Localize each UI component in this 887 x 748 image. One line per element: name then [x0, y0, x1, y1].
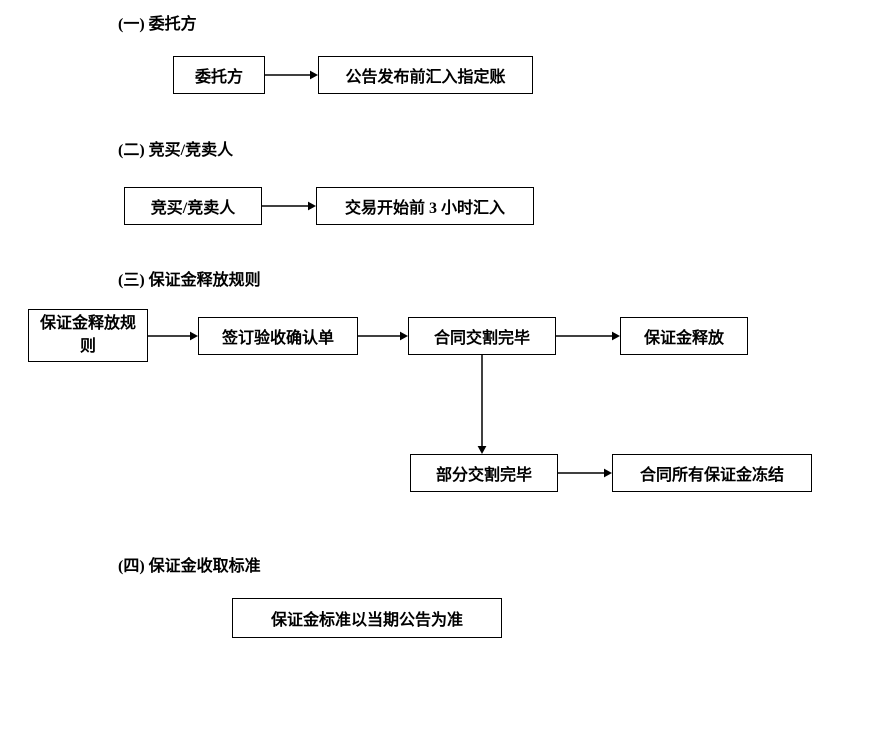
- section1-node-client: 委托方: [173, 56, 265, 94]
- section3-heading: (三) 保证金释放规则: [118, 266, 261, 290]
- section3-node-freeze: 合同所有保证金冻结: [612, 454, 812, 492]
- section2-node-deposit-time: 交易开始前 3 小时汇入: [316, 187, 534, 225]
- section3-arrow1: [140, 328, 206, 344]
- section3-arrow5: [550, 465, 620, 481]
- section3-arrow2: [350, 328, 416, 344]
- section1-arrow1: [257, 67, 326, 83]
- section2-node-bidder: 竞买/竞卖人: [124, 187, 262, 225]
- section3-arrow4: [474, 347, 490, 462]
- section1-node-announcement: 公告发布前汇入指定账: [318, 56, 533, 94]
- section2-arrow1: [254, 198, 324, 214]
- section4-node-standard: 保证金标准以当期公告为准: [232, 598, 502, 638]
- section3-node-release: 保证金释放: [620, 317, 748, 355]
- section3-arrow3: [548, 328, 628, 344]
- section2-heading: (二) 竞买/竞卖人: [118, 136, 233, 160]
- section1-heading: (一) 委托方: [118, 10, 197, 34]
- section3-node-rules: 保证金释放规则: [28, 309, 148, 362]
- section4-heading: (四) 保证金收取标准: [118, 552, 261, 576]
- section3-node-confirm: 签订验收确认单: [198, 317, 358, 355]
